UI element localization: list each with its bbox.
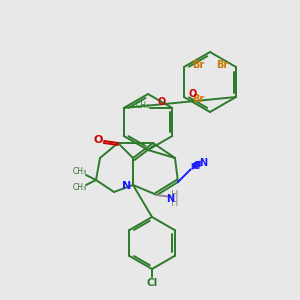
Text: C: C bbox=[192, 161, 200, 171]
Text: Br: Br bbox=[216, 60, 228, 70]
Text: H: H bbox=[171, 198, 179, 208]
Text: Br: Br bbox=[192, 60, 204, 70]
Text: Br: Br bbox=[192, 94, 204, 104]
Text: N: N bbox=[166, 194, 174, 204]
Text: Cl: Cl bbox=[146, 278, 158, 288]
Text: CH₃: CH₃ bbox=[73, 167, 87, 176]
Text: H: H bbox=[171, 190, 179, 200]
Text: N: N bbox=[122, 181, 132, 191]
Text: O: O bbox=[157, 97, 165, 107]
Text: O: O bbox=[93, 135, 103, 145]
Text: CH₃: CH₃ bbox=[73, 184, 87, 193]
Text: O: O bbox=[188, 89, 197, 99]
Text: CH₃: CH₃ bbox=[135, 101, 149, 110]
Text: N: N bbox=[199, 158, 207, 168]
